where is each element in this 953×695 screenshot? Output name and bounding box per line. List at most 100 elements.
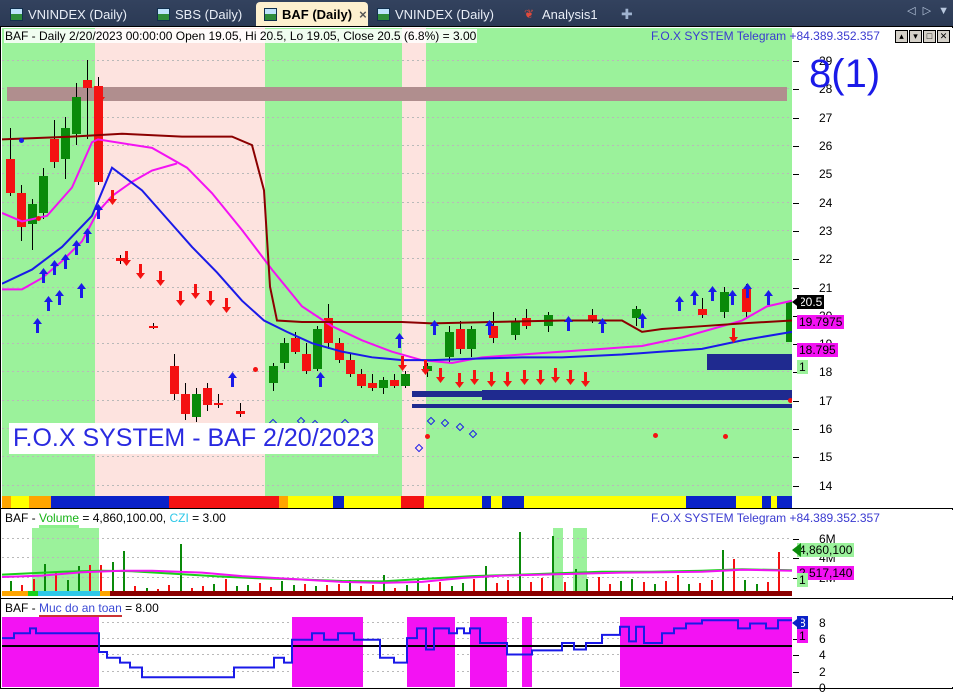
- trend-segment: [29, 496, 51, 510]
- tab-label: VNINDEX (Daily): [395, 7, 494, 22]
- volume-bar: [225, 579, 227, 594]
- candle-body: [269, 365, 278, 383]
- volume-bar: [564, 582, 566, 594]
- volume-ribbon-segment: [38, 591, 100, 596]
- signal-dot: [723, 434, 728, 439]
- buy-signal-arrow: [61, 254, 70, 269]
- tab-label: VNINDEX (Daily): [28, 7, 127, 22]
- indicator-gridline: [2, 621, 792, 623]
- tab-vnindex-daily[interactable]: VNINDEX (Daily): [2, 3, 148, 26]
- buy-signal-arrow: [33, 318, 42, 333]
- tab-analysis1[interactable]: ❦ Analysis1: [516, 3, 614, 26]
- telegram-contact-price: F.O.X SYSTEM Telegram +84.389.352.357: [651, 29, 880, 43]
- tab-label: SBS (Daily): [175, 7, 243, 22]
- sell-signal-arrow: [136, 264, 145, 279]
- threshold-tag: 1: [797, 628, 808, 643]
- volume-bar: [428, 584, 430, 594]
- price-chart-panel: 2928272625242322212019181716151420.519.7…: [0, 26, 953, 526]
- price-gridline: [2, 399, 792, 401]
- tab-vnindex-daily[interactable]: VNINDEX (Daily): [369, 3, 515, 26]
- candle-body: [456, 329, 465, 349]
- resistance-band: [7, 87, 787, 102]
- volume-bar: [33, 579, 35, 594]
- maximize-button[interactable]: □: [923, 30, 936, 43]
- volume-tag: 4,860,100: [797, 542, 855, 557]
- indicator-gridline: [2, 670, 792, 672]
- close-icon[interactable]: ×: [359, 6, 367, 22]
- volume-bar: [372, 585, 374, 594]
- price-gridline: [2, 116, 792, 118]
- signal-dot: [788, 398, 792, 403]
- price-header: BAF - Daily 2/20/2023 00:00:00 Open 19.0…: [4, 29, 478, 43]
- candle-wick: [240, 402, 241, 417]
- tab-baf-daily[interactable]: BAF (Daily) ×: [256, 2, 368, 26]
- window-controls[interactable]: ▴ ▾ □ ✕: [895, 30, 950, 43]
- add-tab-icon[interactable]: ✚: [621, 6, 633, 22]
- candle-body: [357, 374, 366, 386]
- buy-signal-arrow: [55, 290, 64, 305]
- volume-header-symbol: BAF: [5, 511, 29, 525]
- tab-navigation[interactable]: ◁ ▷ ▼: [907, 4, 949, 18]
- price-tick-label: 17: [819, 393, 833, 408]
- tab-sbs-daily[interactable]: SBS (Daily): [149, 3, 255, 26]
- avg-volume-tag: 2,517,140: [797, 565, 855, 580]
- indicator-plot-area[interactable]: [2, 600, 792, 687]
- volume-bar: [236, 586, 238, 594]
- nav-prev-icon[interactable]: ◁: [907, 5, 916, 17]
- buy-signal-arrow: [430, 320, 439, 335]
- restore-button[interactable]: ▾: [909, 30, 922, 43]
- price-tick: [793, 117, 799, 119]
- trend-segment: [401, 496, 424, 510]
- tab-menu-icon[interactable]: ▼: [938, 4, 949, 17]
- indicator-line: [2, 132, 792, 333]
- volume-bar: [496, 583, 498, 594]
- volume-bar: [383, 574, 385, 594]
- session-zone-pink: [402, 28, 426, 496]
- candle-body: [6, 159, 15, 194]
- minimize-button[interactable]: ▴: [895, 30, 908, 43]
- volume-bar: [778, 552, 780, 594]
- price-plot-area[interactable]: [2, 28, 792, 496]
- volume-bar: [699, 583, 701, 594]
- price-tick-label: 18: [819, 365, 833, 380]
- volume-baseline-ribbon: [2, 591, 792, 596]
- candle-wick: [218, 394, 219, 409]
- price-tick-label: 27: [819, 110, 833, 125]
- volume-bar: [259, 583, 261, 594]
- last-price-tag: 20.5: [797, 294, 825, 309]
- candle-body: [203, 388, 212, 406]
- price-gridline: [2, 314, 792, 316]
- volume-bar: [349, 580, 351, 594]
- chart-icon: [264, 7, 277, 21]
- volume-bar: [281, 581, 283, 594]
- volume-bar: [462, 583, 464, 594]
- close-button[interactable]: ✕: [937, 30, 950, 43]
- czi-value: = 3.00: [188, 511, 226, 525]
- price-gridline: [2, 60, 792, 62]
- price-gridline: [2, 286, 792, 288]
- candle-body: [291, 337, 300, 352]
- price-axis[interactable]: 2928272625242322212019181716151420.519.7…: [792, 28, 953, 524]
- price-tick: [793, 174, 799, 176]
- trend-segment: [2, 496, 11, 510]
- price-tick-label: 25: [819, 167, 833, 182]
- signal-dot: [253, 367, 258, 372]
- candle-body: [17, 193, 26, 228]
- indicator-tick: [793, 639, 799, 641]
- chart-icon: [157, 8, 170, 21]
- nav-next-icon[interactable]: ▷: [922, 5, 932, 17]
- volume-bar: [507, 580, 509, 594]
- buy-signal-arrow: [690, 290, 699, 305]
- sell-signal-arrow: [206, 291, 215, 306]
- candle-body: [72, 96, 81, 134]
- price-gridline: [2, 258, 792, 260]
- price-gridline: [2, 145, 792, 147]
- volume-ribbon-segment: [2, 591, 12, 596]
- trend-ribbon: [2, 496, 792, 510]
- candle-body: [390, 379, 399, 386]
- buy-signal-arrow: [94, 204, 103, 219]
